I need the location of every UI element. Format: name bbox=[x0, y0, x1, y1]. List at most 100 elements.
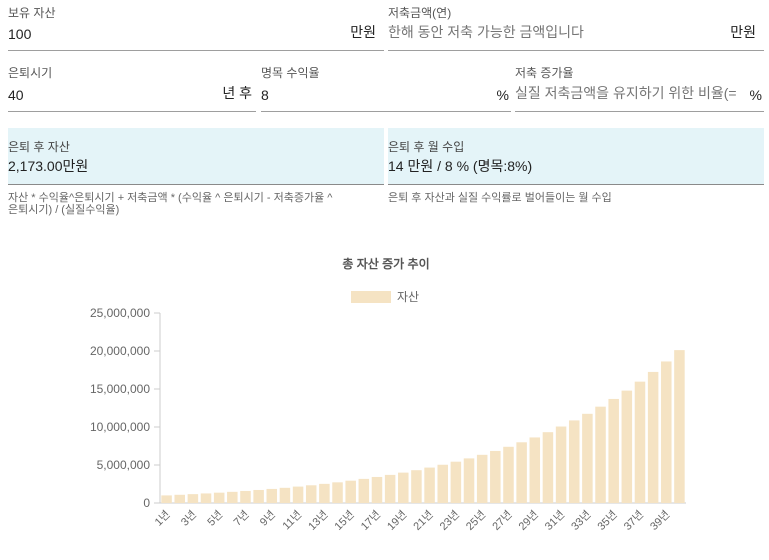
y-tick-label: 5,000,000 bbox=[97, 458, 151, 472]
retirement-field[interactable]: 은퇴시기 40 년 후 bbox=[8, 64, 256, 112]
x-tick-label: 1년 bbox=[152, 508, 173, 529]
x-axis: 1년 3년 5년 7년 9년 11년 13년 15년 17년 19년 21년 23년 25년 27년 29년… bbox=[152, 508, 672, 533]
bar[interactable] bbox=[608, 398, 619, 503]
x-tick-label: 33년 bbox=[569, 508, 594, 533]
x-tick-label: 21년 bbox=[411, 508, 436, 533]
bar[interactable] bbox=[253, 489, 264, 503]
x-tick-label: 39년 bbox=[647, 508, 672, 533]
nominal-return-input[interactable]: 8 bbox=[261, 87, 269, 103]
bar[interactable] bbox=[384, 474, 396, 503]
bar[interactable] bbox=[174, 494, 185, 503]
bar[interactable] bbox=[332, 482, 343, 503]
nominal-return-label: 명목 수익율 bbox=[261, 66, 320, 80]
bar[interactable] bbox=[200, 493, 212, 503]
bar[interactable] bbox=[516, 442, 527, 503]
savings-label: 저축금액(연) bbox=[388, 6, 452, 20]
retirement-unit: 년 후 bbox=[222, 85, 252, 101]
y-tick-label: 0 bbox=[143, 496, 150, 510]
bar[interactable] bbox=[503, 446, 514, 503]
holdings-input[interactable]: 100 bbox=[8, 26, 32, 42]
x-tick-label: 9년 bbox=[257, 508, 278, 529]
bar[interactable] bbox=[345, 480, 356, 503]
bar[interactable] bbox=[450, 461, 462, 503]
bar[interactable] bbox=[227, 491, 238, 503]
bar[interactable] bbox=[358, 478, 370, 503]
x-tick-label: 25년 bbox=[463, 508, 488, 533]
retirement-label: 은퇴시기 bbox=[8, 66, 53, 80]
x-tick-label: 37년 bbox=[621, 508, 646, 533]
holdings-field[interactable]: 보유 자산 100 만원 bbox=[8, 4, 384, 51]
bar[interactable] bbox=[542, 432, 554, 503]
bar[interactable] bbox=[213, 492, 225, 503]
y-tick-label: 10,000,000 bbox=[90, 420, 150, 434]
holdings-unit: 만원 bbox=[350, 24, 376, 40]
income-description-hint: 은퇴 후 자산과 실질 수익률로 벌어들이는 월 수입 bbox=[388, 192, 612, 204]
x-tick-label: 3년 bbox=[178, 508, 199, 529]
x-tick-label: 19년 bbox=[384, 508, 409, 533]
bar[interactable] bbox=[621, 390, 633, 503]
bar[interactable] bbox=[411, 470, 422, 503]
savings-field[interactable]: 저축금액(연) 한해 동안 저축 가능한 금액입니다 만원 bbox=[388, 4, 764, 51]
nominal-return-field[interactable]: 명목 수익율 8 % bbox=[261, 64, 511, 112]
y-tick-label: 25,000,000 bbox=[90, 306, 150, 320]
savings-input[interactable]: 한해 동안 저축 가능한 금액입니다 bbox=[388, 24, 584, 40]
savings-growth-unit: % bbox=[749, 87, 762, 103]
x-tick-label: 5년 bbox=[205, 508, 226, 529]
x-tick-label: 31년 bbox=[542, 508, 567, 533]
savings-growth-field[interactable]: 저축 증가율 실질 저축금액을 유지하기 위한 비율(= % bbox=[515, 64, 764, 112]
x-tick-label: 35년 bbox=[595, 508, 620, 533]
retirement-asset-label: 은퇴 후 자산 bbox=[8, 140, 70, 154]
asset-formula-hint: 자산 * 수익율^은퇴시기 + 저축금액 * (수익율 ^ 은퇴시기 - 저축증… bbox=[8, 192, 384, 216]
retirement-asset-value: 2,173.00만원 bbox=[8, 158, 89, 174]
bar[interactable] bbox=[634, 381, 646, 503]
bar[interactable] bbox=[529, 437, 541, 503]
holdings-label: 보유 자산 bbox=[8, 6, 56, 20]
bar[interactable] bbox=[305, 485, 317, 503]
savings-growth-input[interactable]: 실질 저축금액을 유지하기 위한 비율(= bbox=[515, 85, 737, 101]
x-tick-label: 13년 bbox=[306, 508, 331, 533]
monthly-income-result: 은퇴 후 월 수입 14 만원 / 8 % (명목:8%) bbox=[388, 128, 764, 185]
bar[interactable] bbox=[595, 406, 606, 503]
bar[interactable] bbox=[279, 487, 291, 503]
asset-formula-line2: 은퇴시기) / (실질수익율) bbox=[8, 204, 120, 216]
bar[interactable] bbox=[187, 494, 199, 503]
bar[interactable] bbox=[240, 490, 251, 503]
bar[interactable] bbox=[398, 472, 409, 503]
retirement-input[interactable]: 40 bbox=[8, 87, 24, 103]
bar[interactable] bbox=[476, 454, 488, 503]
monthly-income-label: 은퇴 후 월 수입 bbox=[388, 140, 465, 154]
bar[interactable] bbox=[161, 495, 172, 503]
monthly-income-value: 14 만원 / 8 % (명목:8%) bbox=[388, 158, 533, 174]
bar[interactable] bbox=[292, 486, 304, 503]
x-tick-label: 17년 bbox=[358, 508, 383, 533]
bar[interactable] bbox=[674, 350, 685, 503]
y-tick-label: 15,000,000 bbox=[90, 382, 150, 396]
bar[interactable] bbox=[371, 476, 383, 503]
x-tick-label: 23년 bbox=[437, 508, 462, 533]
legend-label-asset[interactable]: 자산 bbox=[397, 290, 419, 304]
bar[interactable] bbox=[582, 413, 593, 503]
bar[interactable] bbox=[437, 464, 448, 503]
bar-series-asset bbox=[161, 350, 685, 503]
bar[interactable] bbox=[463, 458, 475, 503]
bar[interactable] bbox=[555, 426, 567, 503]
bar[interactable] bbox=[490, 450, 501, 503]
bar[interactable] bbox=[568, 420, 580, 503]
bar[interactable] bbox=[319, 483, 330, 503]
bar[interactable] bbox=[661, 361, 672, 503]
savings-growth-label: 저축 증가율 bbox=[515, 66, 574, 80]
bar[interactable] bbox=[266, 488, 278, 503]
legend-swatch[interactable] bbox=[351, 291, 391, 303]
y-tick-label: 20,000,000 bbox=[90, 344, 150, 358]
x-tick-label: 27년 bbox=[490, 508, 515, 533]
asset-formula-line1: 자산 * 수익율^은퇴시기 + 저축금액 * (수익율 ^ 은퇴시기 - 저축증… bbox=[8, 192, 333, 204]
savings-unit: 만원 bbox=[730, 24, 756, 40]
bar[interactable] bbox=[647, 371, 659, 503]
nominal-return-unit: % bbox=[496, 87, 509, 103]
chart-title: 총 자산 증가 추이 bbox=[342, 256, 429, 271]
x-tick-label: 7년 bbox=[231, 508, 252, 529]
x-tick-label: 15년 bbox=[332, 508, 357, 533]
bar[interactable] bbox=[424, 467, 435, 503]
retirement-asset-result: 은퇴 후 자산 2,173.00만원 bbox=[8, 128, 384, 185]
